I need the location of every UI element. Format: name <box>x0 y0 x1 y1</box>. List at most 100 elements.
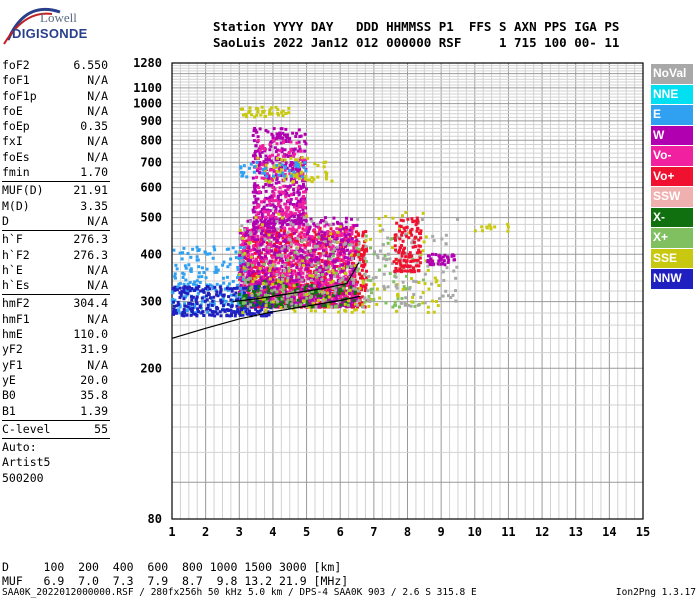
echo-point-nnw <box>186 305 190 309</box>
echo-point-w <box>261 229 265 233</box>
echo-point-vo- <box>294 272 298 276</box>
echo-point-vo- <box>270 269 274 273</box>
echo-point-x- <box>364 234 368 238</box>
echo-point-e <box>173 298 177 302</box>
echo-point-vo- <box>282 299 286 303</box>
echo-point-w <box>429 258 433 262</box>
echo-point-vo- <box>268 282 272 286</box>
echo-point-nnw <box>260 314 264 318</box>
echo-point-w <box>304 142 308 146</box>
echo-point-x- <box>369 287 373 291</box>
echo-point-w <box>291 161 295 165</box>
echo-point-w <box>278 210 282 214</box>
echo-point-noval <box>285 300 289 304</box>
echo-point-w <box>331 222 335 226</box>
echo-point-nnw <box>254 307 258 311</box>
echo-point-vo- <box>339 240 343 244</box>
echo-point-w <box>288 136 292 140</box>
echo-point-nnw <box>249 296 253 300</box>
echo-point-vo- <box>403 269 407 273</box>
echo-point-w <box>268 148 272 152</box>
echo-point-w <box>265 234 269 238</box>
echo-point-w <box>246 300 250 304</box>
echo-point-vo- <box>258 148 262 152</box>
echo-point-nnw <box>194 300 198 304</box>
echo-point-vo- <box>335 227 339 231</box>
echo-point-noval <box>250 294 254 298</box>
echo-point-vo- <box>265 236 269 240</box>
echo-point-x- <box>286 298 290 302</box>
echo-point-noval <box>317 273 321 277</box>
echo-point-w <box>265 203 269 207</box>
echo-point-sse <box>369 297 373 301</box>
echo-point-nnw <box>171 310 175 314</box>
echo-point-vo- <box>364 246 368 250</box>
echo-point-vo- <box>297 233 301 237</box>
echo-point-w <box>287 280 291 284</box>
echo-point-vo- <box>254 265 258 269</box>
echo-point-sse <box>251 280 255 284</box>
echo-point-vo- <box>290 229 294 233</box>
echo-point-w <box>309 258 313 262</box>
echo-point-w <box>301 211 305 215</box>
echo-point-vo- <box>326 232 330 236</box>
echo-point-w <box>261 185 265 189</box>
echo-point-x- <box>280 288 284 292</box>
x-tick-label: 1 <box>168 525 175 539</box>
echo-point-vo- <box>302 205 306 209</box>
echo-point-vo- <box>246 243 250 247</box>
echo-point-noval <box>382 284 386 288</box>
echo-point-x- <box>337 267 341 271</box>
echo-point-w <box>333 260 337 264</box>
echo-point-w <box>269 144 273 148</box>
echo-point-w <box>295 131 299 135</box>
echo-point-vo- <box>397 250 401 254</box>
echo-point-vo- <box>281 140 285 144</box>
echo-point-vo- <box>392 260 396 264</box>
echo-point-w <box>258 127 262 131</box>
echo-point-e <box>204 276 208 280</box>
echo-point-sse <box>285 279 289 283</box>
echo-point-w <box>277 255 281 259</box>
echo-point-vo- <box>325 262 329 266</box>
echo-point-vo- <box>260 176 264 180</box>
echo-point-vo- <box>412 270 416 274</box>
echo-point-vo- <box>299 244 303 248</box>
echo-point-vo- <box>394 248 398 252</box>
echo-point-sse <box>259 113 263 117</box>
echo-point-sse <box>292 173 296 177</box>
echo-point-sse <box>264 179 268 183</box>
param-name: h`Es <box>2 278 30 293</box>
echo-point-vo- <box>417 248 421 252</box>
echo-point-nnw <box>242 286 246 290</box>
echo-point-w <box>274 256 278 260</box>
echo-point-noval <box>394 284 398 288</box>
echo-point-noval <box>375 253 379 257</box>
echo-point-noval <box>445 266 449 270</box>
echo-point-noval <box>441 270 445 274</box>
echo-point-w <box>355 238 359 242</box>
echo-point-vo- <box>294 172 298 176</box>
echo-point-vo- <box>365 249 369 253</box>
echo-point-w <box>263 219 267 223</box>
echo-point-w <box>274 228 278 232</box>
echo-point-vo- <box>418 231 422 235</box>
echo-point-noval <box>291 223 295 227</box>
echo-point-vo- <box>407 255 411 259</box>
echo-point-vo- <box>413 236 417 240</box>
echo-point-vo- <box>340 245 344 249</box>
echo-point-sse <box>238 228 242 232</box>
echo-point-nnw <box>233 314 237 318</box>
echo-point-x- <box>402 285 406 289</box>
echo-point-w <box>307 227 311 231</box>
echo-point-vo- <box>331 263 335 267</box>
echo-point-vo- <box>311 235 315 239</box>
echo-point-vo- <box>329 246 333 250</box>
echo-point-w <box>326 239 330 243</box>
param-name: B1 <box>2 403 16 418</box>
echo-point-w <box>340 269 344 273</box>
echo-point-nnw <box>215 306 219 310</box>
echo-point-e <box>230 300 234 304</box>
echo-point-x- <box>314 271 318 275</box>
echo-point-w <box>271 267 275 271</box>
